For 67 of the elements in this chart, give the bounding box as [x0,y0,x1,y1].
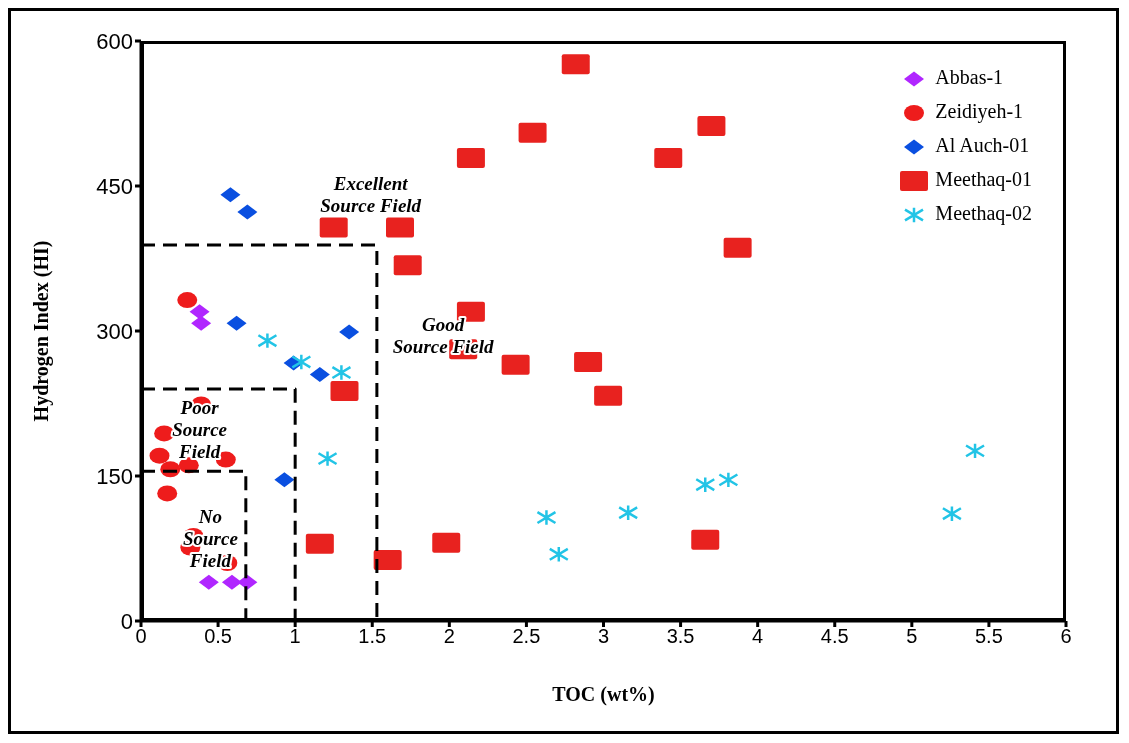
point [237,204,258,220]
point [191,315,212,331]
point [718,471,739,489]
point [964,442,986,460]
x-tick-label: 4.5 [820,625,849,648]
point [518,122,547,143]
y-axis-title: Hydrogen Index (HI) [30,240,54,422]
x-tick-label: 2 [443,625,455,648]
point [274,472,295,488]
point [432,532,461,553]
point [149,447,170,464]
point [339,324,360,340]
x-tick-label: 5.5 [975,625,1003,648]
y-tick-label: 600 [96,28,133,54]
point [456,147,485,168]
x-tick-label: 2.5 [512,625,541,648]
point [198,574,219,590]
x-tick-label: 0.5 [204,625,232,648]
point [220,187,241,203]
x-tick-label: 1 [289,625,301,648]
y-tick-label: 150 [96,463,133,489]
point [226,315,247,331]
point [654,147,683,168]
point [291,353,312,371]
point [691,529,720,550]
legend-label: Al Auch-01 [934,133,1031,158]
point [331,364,352,382]
point [594,385,623,406]
point [536,509,557,527]
x-tick-label: 0 [135,625,147,648]
point [386,217,414,238]
point [319,217,348,238]
point [548,545,570,563]
x-tick-label: 6 [1060,625,1072,648]
point [561,54,590,75]
point [177,292,198,309]
point [574,351,603,372]
x-tick-label: 3.5 [666,625,695,648]
y-tick-label: 450 [96,173,133,199]
point [317,450,338,468]
point [330,380,359,401]
x-tick-label: 4 [752,625,764,648]
legend-label: Abbas-1 [934,65,1005,90]
point [373,550,402,571]
annotation: Excellent Source Field [320,172,422,216]
point [189,304,210,320]
legend-label: Zeidiyeh-1 [934,99,1025,125]
point [237,574,258,590]
x-axis-title: TOC (wt%) [552,683,655,706]
legend-label: Meethaq-02 [934,201,1032,227]
x-tick-label: 1.5 [358,625,387,648]
point [941,505,963,523]
point [309,367,330,382]
point [695,476,716,494]
legend-label: Meethaq-01 [934,167,1032,193]
point [221,574,242,590]
point [393,255,422,276]
x-tick-label: 3 [597,625,610,648]
point [257,332,278,350]
point [617,504,639,522]
point [501,354,530,375]
point [305,533,334,554]
x-tick-label: 5 [906,625,918,648]
point [723,237,752,258]
point [697,116,726,137]
y-tick-label: 300 [96,318,133,344]
point [157,485,178,502]
